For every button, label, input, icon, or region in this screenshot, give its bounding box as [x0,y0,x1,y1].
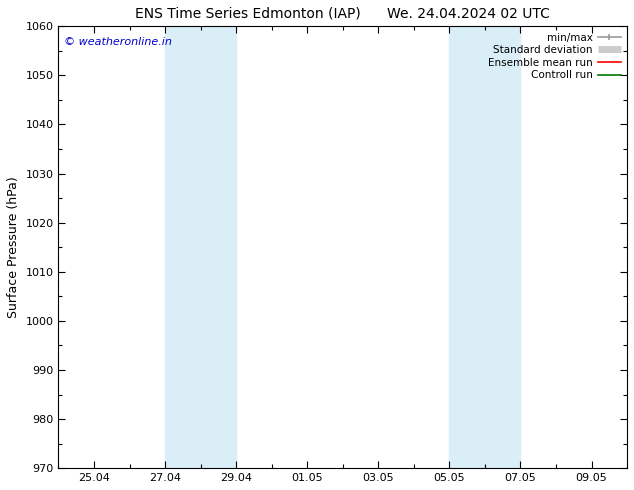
Text: © weatheronline.in: © weatheronline.in [64,37,172,48]
Bar [165,26,236,468]
Title: ENS Time Series Edmonton (IAP)      We. 24.04.2024 02 UTC: ENS Time Series Edmonton (IAP) We. 24.04… [135,7,550,21]
Legend: min/max, Standard deviation, Ensemble mean run, Controll run: min/max, Standard deviation, Ensemble me… [484,28,625,84]
Bar [450,26,521,468]
Y-axis label: Surface Pressure (hPa): Surface Pressure (hPa) [7,176,20,318]
